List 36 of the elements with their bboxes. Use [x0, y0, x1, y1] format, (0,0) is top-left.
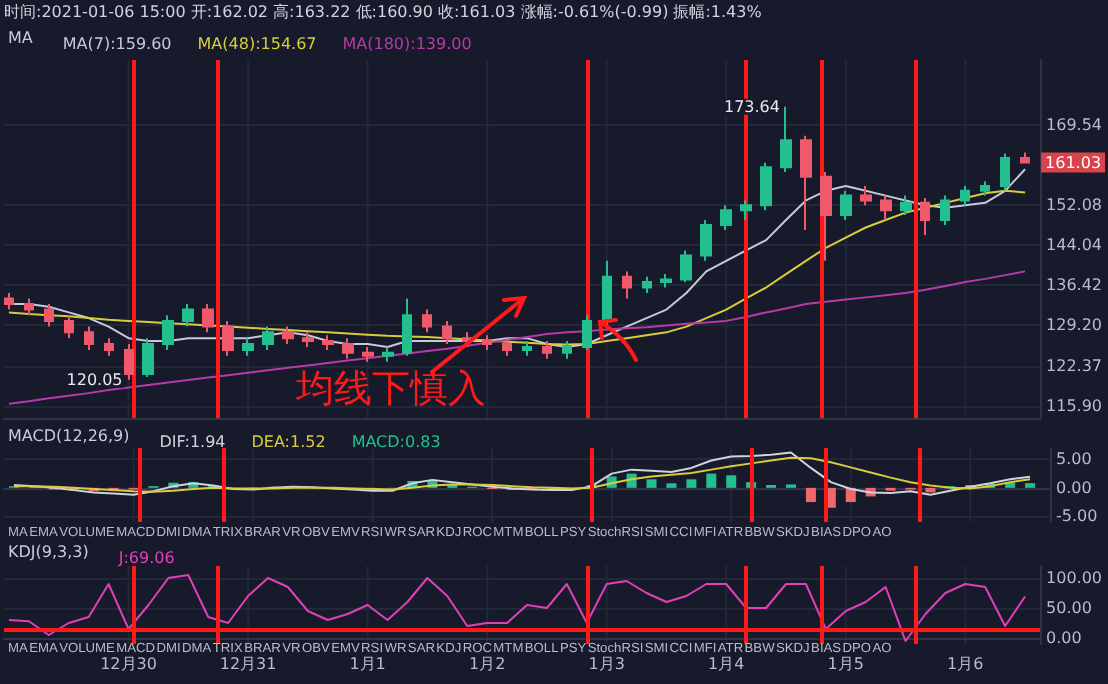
- text: DIF:1.94: [159, 433, 226, 451]
- y-tick-label: 50.00: [1046, 599, 1092, 617]
- y-tick-label: 129.20: [1046, 316, 1103, 335]
- y-tick-label: 100.00: [1046, 569, 1103, 587]
- legend-title: MACD(12,26,9): [8, 427, 130, 445]
- x-tick-label: 1月5: [827, 655, 864, 673]
- y-tick-label: 0.00: [1056, 478, 1092, 497]
- x-tick-label: 12月31: [219, 655, 277, 673]
- x-tick-label: 1月2: [468, 655, 506, 673]
- y-tick-label: 0.00: [1046, 629, 1082, 647]
- y-tick-label: 122.37: [1046, 356, 1103, 375]
- text: MA(180):139.00: [342, 35, 472, 53]
- text: MA(48):154.67: [197, 35, 317, 53]
- series-label: J:69.06: [116, 549, 175, 567]
- legend-title: MA: [8, 29, 34, 47]
- y-tick-label: 152.08: [1046, 195, 1103, 214]
- legend-title: KDJ(9,3,3): [8, 543, 89, 561]
- x-tick-label: 12月30: [100, 655, 157, 673]
- annotation: 161.03: [1045, 153, 1102, 172]
- y-tick-label: 144.04: [1046, 236, 1103, 255]
- annotation: 均线下慎入: [294, 367, 486, 411]
- y-tick-label: 136.42: [1046, 276, 1103, 295]
- x-tick-label: 1月4: [708, 655, 745, 673]
- y-tick-label: 115.90: [1046, 396, 1103, 415]
- annotation: 173.64: [723, 97, 780, 116]
- text: DEA:1.52: [251, 433, 326, 451]
- y-tick-label: 5.00: [1056, 450, 1092, 469]
- y-tick-label: 169.54: [1046, 115, 1103, 134]
- annotation: 120.05: [66, 370, 123, 389]
- x-tick-label: 1月6: [947, 655, 984, 673]
- y-tick-label: -5.00: [1056, 507, 1098, 526]
- text: MA(7):159.60: [62, 35, 172, 53]
- chart-title: 时间:2021-01-06 15:00 开:162.02 高:163.22 低:160.90 收:161.03 涨幅:-0.61%(-0.99) 振幅:1.43%: [4, 3, 763, 21]
- series-label: MACD:0.83: [351, 433, 441, 451]
- x-tick-label: 1月3: [588, 655, 625, 673]
- x-tick-label: 1月1: [349, 655, 386, 673]
